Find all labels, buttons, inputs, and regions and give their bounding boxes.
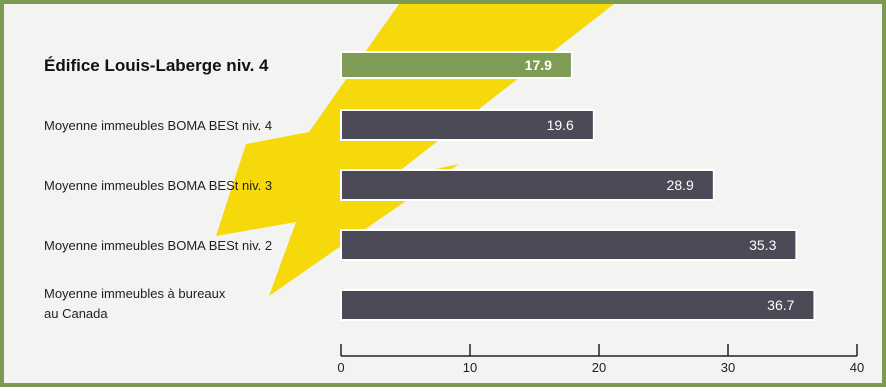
bar-value-label: 19.6 bbox=[547, 117, 574, 133]
x-tick-label: 10 bbox=[463, 360, 477, 375]
bar bbox=[340, 109, 595, 141]
bar bbox=[340, 229, 798, 261]
category-label: Moyenne immeubles BOMA BESt niv. 3 bbox=[44, 178, 272, 193]
x-axis: 0 10 20 30 40 bbox=[337, 344, 864, 375]
bar-highlight bbox=[340, 51, 573, 79]
category-label: Édifice Louis-Laberge niv. 4 bbox=[44, 56, 269, 75]
bar bbox=[340, 169, 715, 201]
x-tick-label: 0 bbox=[337, 360, 344, 375]
x-tick-label: 40 bbox=[850, 360, 864, 375]
bar-value-label: 28.9 bbox=[667, 177, 694, 193]
category-label: Moyenne immeubles à bureaux au Canada bbox=[44, 286, 226, 321]
bar-value-label: 17.9 bbox=[525, 57, 552, 73]
category-label: Moyenne immeubles BOMA BESt niv. 2 bbox=[44, 238, 272, 253]
bar bbox=[340, 289, 816, 321]
bar-value-label: 36.7 bbox=[767, 297, 794, 313]
x-tick-label: 20 bbox=[592, 360, 606, 375]
bar-chart: 17.9 Édifice Louis-Laberge niv. 4 19.6 Moye… bbox=[44, 4, 864, 375]
bars-group: 17.9 Édifice Louis-Laberge niv. 4 19.6 Moye… bbox=[44, 51, 816, 321]
bar-value-label: 35.3 bbox=[749, 237, 776, 253]
category-label: Moyenne immeubles BOMA BESt niv. 4 bbox=[44, 118, 272, 133]
x-tick-label: 30 bbox=[721, 360, 735, 375]
